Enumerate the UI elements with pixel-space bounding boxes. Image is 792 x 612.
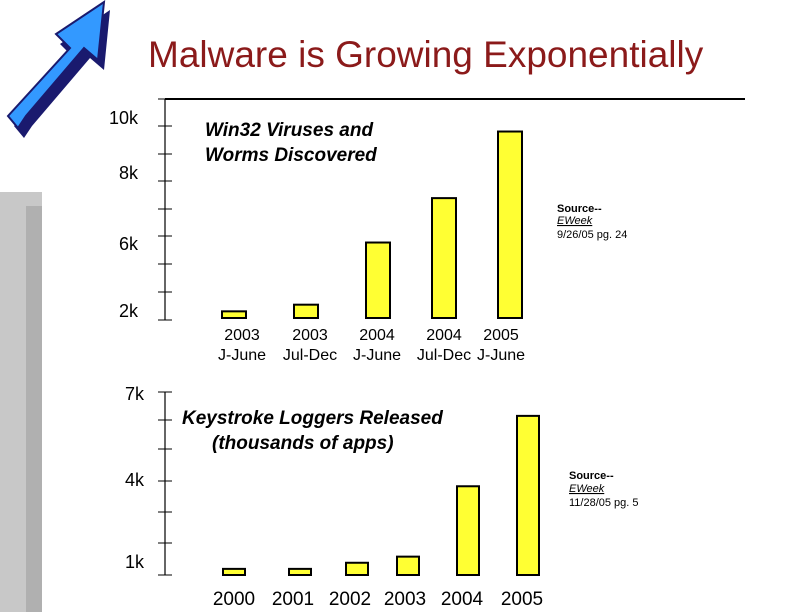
chart1-source-publication: EWeek <box>557 215 593 227</box>
chart1-bar <box>365 241 391 320</box>
chart1-source-label: Source-- <box>557 203 602 215</box>
chart2-tick-label: 4k <box>125 470 145 490</box>
chart2-source-label: Source-- <box>569 470 614 482</box>
chart2-category-label: 2000 <box>213 589 255 610</box>
chart1-bar <box>431 197 457 319</box>
chart2-title-line2: (thousands of apps) <box>212 433 394 454</box>
chart1-category-year: 2004 <box>359 327 395 344</box>
chart1-tick-label: 2k <box>119 301 139 321</box>
chart2-tick-label: 1k <box>125 552 145 572</box>
chart1-bar <box>221 310 247 319</box>
chart1-tick-label: 10k <box>109 108 139 128</box>
side-decoration-bar-inner <box>26 206 42 612</box>
chart1-category-year: 2005 <box>483 327 519 344</box>
chart1-tick-label: 8k <box>119 163 139 183</box>
chart-win32-viruses: 10k 8k 6k 2k 2003 J-June 2003 Jul-Dec 2004 J-Jun… <box>109 98 627 364</box>
chart2-bar <box>345 561 369 577</box>
chart1-category-period: J-June <box>353 347 401 364</box>
chart2-bar <box>396 555 420 577</box>
chart1-tick-label: 6k <box>119 234 139 254</box>
chart2-bar <box>456 485 480 577</box>
chart1-bar <box>293 303 319 319</box>
chart2-category-label: 2003 <box>384 589 426 610</box>
chart2-title-line1: Keystroke Loggers Released <box>182 408 443 429</box>
chart2-category-label: 2004 <box>441 589 484 610</box>
chart2-bar <box>288 567 312 577</box>
chart1-category-period: Jul-Dec <box>417 347 471 364</box>
chart2-category-label: 2002 <box>329 589 371 610</box>
chart1-source-detail: 9/26/05 pg. 24 <box>557 229 627 241</box>
chart1-category-period: Jul-Dec <box>283 347 337 364</box>
chart1-category-year: 2004 <box>426 327 462 344</box>
chart2-source-publication: EWeek <box>569 483 605 495</box>
chart1-title-line1: Win32 Viruses and <box>205 120 373 141</box>
chart2-category-label: 2001 <box>272 589 314 610</box>
chart2-tick-label: 7k <box>125 384 145 404</box>
chart-keystroke-loggers: 7k 4k 1k 2000 2001 2002 2003 2004 2005 Keystrok… <box>125 384 639 610</box>
chart1-title-line2: Worms Discovered <box>205 145 377 166</box>
chart2-source-detail: 11/28/05 pg. 5 <box>569 497 639 509</box>
chart2-category-label: 2005 <box>501 589 543 610</box>
chart1-category-period: J-June <box>477 347 525 364</box>
chart2-bar <box>516 414 540 576</box>
chart2-bar <box>222 567 246 577</box>
chart1-bar <box>497 130 523 319</box>
chart1-category-year: 2003 <box>224 327 260 344</box>
slide-title: Malware is Growing Exponentially <box>148 34 704 75</box>
chart1-category-year: 2003 <box>292 327 328 344</box>
chart1-category-period: J-June <box>218 347 266 364</box>
up-right-arrow-icon <box>6 0 110 138</box>
